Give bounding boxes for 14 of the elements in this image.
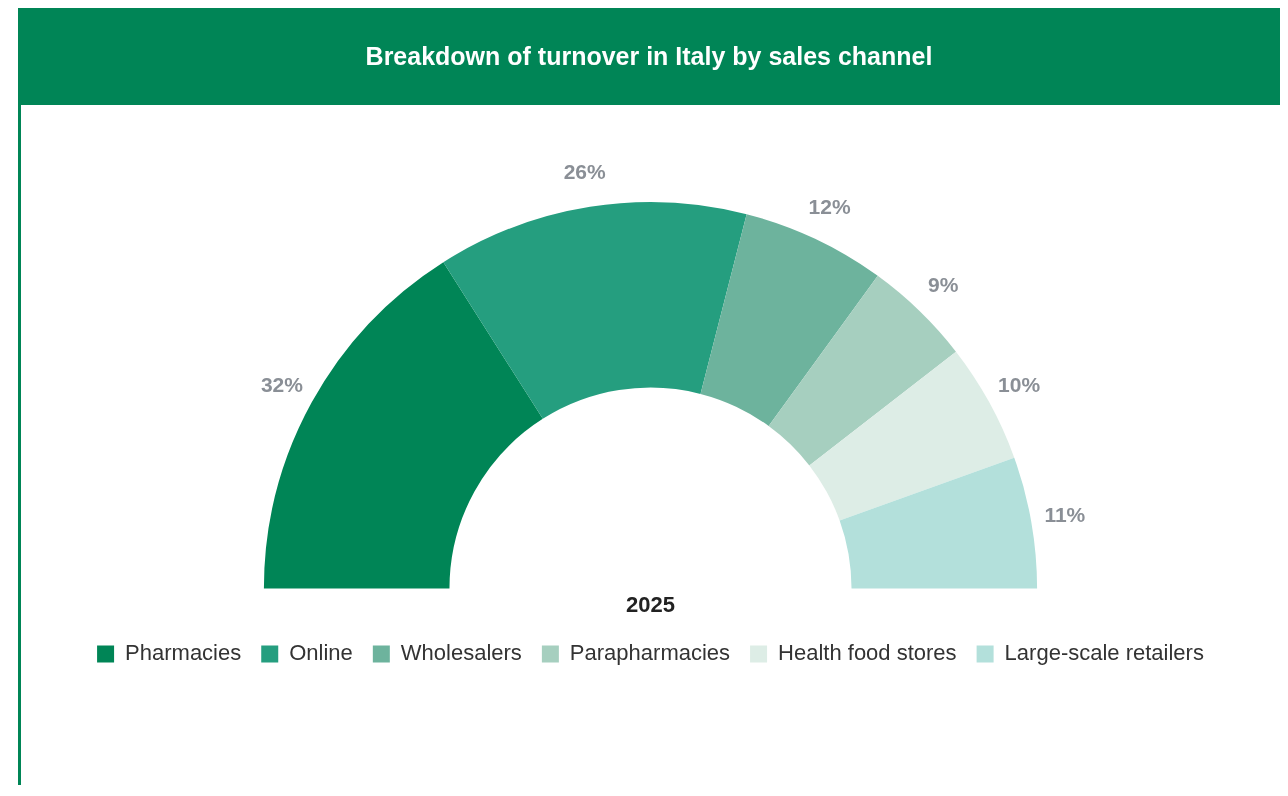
legend-title: 2025: [626, 591, 675, 617]
data-label: 32%: [260, 372, 304, 396]
legend-label: Wholesalers: [400, 640, 522, 666]
legend-label: Parapharmacies: [569, 640, 731, 666]
legend-label: Online: [289, 640, 353, 666]
legend-label: Health food stores: [778, 640, 957, 666]
data-label: 11%: [1044, 503, 1086, 527]
legend-label: Large-scale retailers: [1004, 640, 1204, 666]
chart-title: Breakdown of turnover in Italy by sales channel: [365, 42, 933, 71]
data-label: 9%: [928, 273, 959, 297]
legend-label: Pharmacies: [125, 640, 242, 666]
data-label: 10%: [998, 372, 1041, 396]
data-label: 26%: [563, 159, 607, 183]
data-label: 12%: [808, 194, 851, 218]
